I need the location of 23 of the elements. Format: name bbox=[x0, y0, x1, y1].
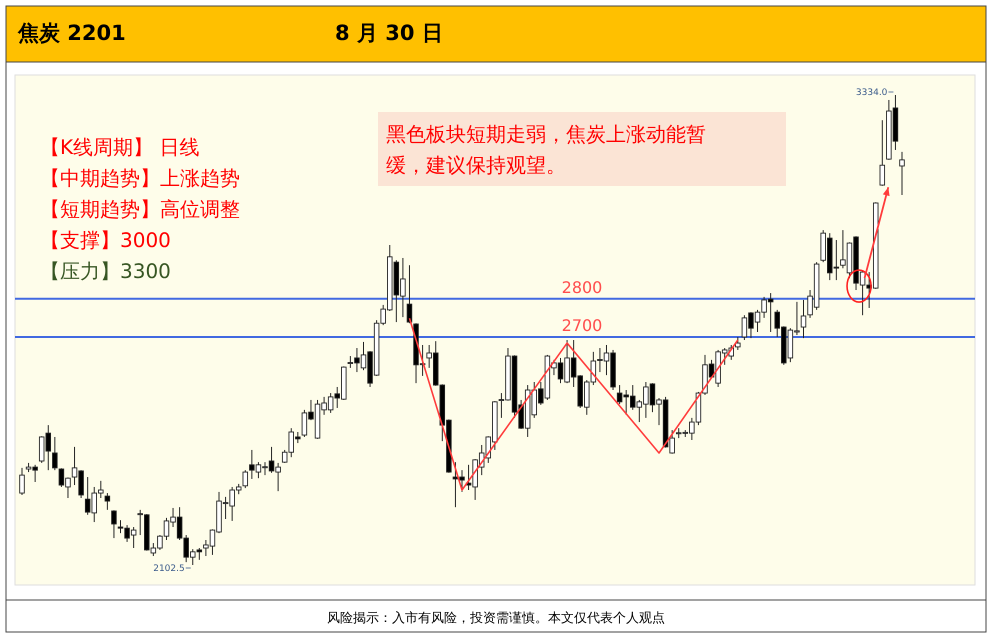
ref-line-label: 2700 bbox=[562, 316, 602, 335]
chart-subtitle: 8 月 30 日 bbox=[335, 21, 443, 45]
candlestick bbox=[735, 336, 741, 350]
annotation: 【中期趋势】上涨趋势 bbox=[40, 166, 240, 190]
candlestick bbox=[52, 436, 58, 471]
candlestick bbox=[104, 492, 110, 510]
candlestick bbox=[800, 299, 806, 339]
candlestick bbox=[111, 510, 117, 539]
text: 风险揭示：入市有风险，投资需谨慎。本文仅代表个人观点 bbox=[327, 611, 665, 626]
candlestick bbox=[406, 264, 412, 324]
annotation: 【压力】3300 bbox=[40, 259, 171, 283]
ref-line-label: 2800 bbox=[562, 278, 602, 297]
annotation: 【短期趋势】高位调整 bbox=[40, 197, 240, 221]
annotation: 3334.0 bbox=[856, 88, 888, 98]
candlestick bbox=[19, 467, 25, 496]
candlestick bbox=[880, 120, 886, 186]
chart-title: 焦炭 2201 bbox=[17, 21, 126, 45]
annotation: 【K线周期】 日线 bbox=[40, 135, 200, 159]
candlestick bbox=[242, 470, 248, 489]
annotation: 【支撑】3000 bbox=[40, 228, 171, 252]
annotation: 黑色板块短期走弱，焦炭上涨动能暂缓，建议保持观望。 bbox=[386, 122, 706, 177]
candlestick bbox=[899, 151, 905, 196]
annotation: 2102.5 bbox=[153, 564, 185, 574]
